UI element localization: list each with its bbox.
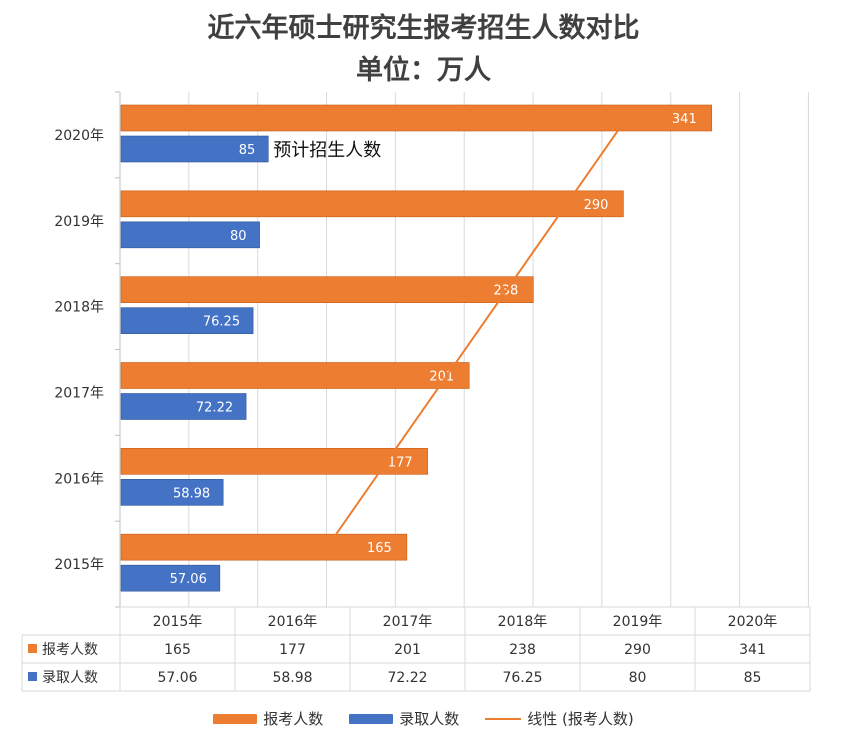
bar-value-label-admitted: 72.22 [196,401,233,416]
bar-value-label-admitted: 57.06 [170,572,207,587]
category-label: 2020年 [54,128,104,144]
table-cell: 165 [164,642,191,658]
legend-label-applicants: 报考人数 [263,710,324,728]
table-row-label: 报考人数 [42,642,98,658]
bar-admitted [120,479,224,506]
category-label: 2015年 [54,557,104,573]
bar-value-label-admitted: 80 [230,229,247,244]
bar-admitted [120,393,247,420]
legend-item-applicants: 报考人数 [213,708,323,729]
bar-applicants [120,104,713,132]
table-column-header: 2020年 [728,614,778,630]
legend-swatch-admitted [349,713,394,724]
table-cell: 341 [739,642,766,658]
table-cell: 80 [629,670,647,686]
bar-value-label-applicants: 165 [367,541,392,556]
bar-value-label-applicants: 290 [584,198,609,213]
trendline [323,105,636,552]
category-label: 2018年 [54,300,104,316]
legend-swatch-trendline [485,717,522,720]
bar-applicants [120,533,408,561]
category-label: 2019年 [54,214,104,230]
chart-subtitle: 单位：万人 [356,55,491,86]
table-column-header: 2018年 [498,614,548,630]
legend-swatch-applicants [213,713,258,724]
table-cell: 57.06 [157,670,197,686]
bar-admitted [120,135,269,163]
table-cell: 72.22 [387,670,427,686]
table-column-header: 2017年 [383,614,433,630]
table-cell: 76.25 [502,670,542,686]
table-cell: 201 [394,642,421,658]
bar-value-label-admitted: 58.98 [173,486,210,501]
bar-value-label-applicants: 177 [388,455,413,470]
annotation-label: 预计招生人数 [273,140,381,161]
bar-admitted [120,307,254,334]
bar-admitted [120,221,260,249]
legend-label-trendline: 线性 (报考人数) [527,710,634,728]
bar-value-label-applicants: 341 [672,112,697,127]
bar-applicants [120,362,470,389]
category-label: 2016年 [54,471,104,487]
category-label: 2017年 [54,385,104,401]
bar-applicants [120,190,624,218]
bar-value-label-admitted: 76.25 [203,315,240,330]
legend: 报考人数 录取人数 线性 (报考人数) [0,708,847,729]
table-column-header: 2015年 [153,614,203,630]
chart-title: 近六年硕士研究生报考招生人数对比 [207,13,640,44]
chart-canvas: 2015年 165 57.06 2016年 177 58.98 2017年 201 72.22 2… [21,91,811,692]
legend-item-trendline: 线性 (报考人数) [485,708,634,729]
bar-applicants [120,448,428,475]
table-row-label: 录取人数 [42,670,98,686]
legend-label-admitted: 录取人数 [399,710,460,728]
table-column-header: 2019年 [613,614,663,630]
table-cell: 58.98 [272,670,312,686]
table-cell: 177 [279,642,306,658]
table-cell: 238 [509,642,536,658]
bar-applicants [120,276,534,303]
table-row-swatch [28,672,37,681]
table-row-swatch [28,644,37,653]
table-column-header: 2016年 [268,614,318,630]
bar-admitted [120,564,221,592]
legend-item-admitted: 录取人数 [349,708,459,729]
table-cell: 85 [744,670,762,686]
bar-value-label-admitted: 85 [239,143,256,158]
table-cell: 290 [624,642,651,658]
